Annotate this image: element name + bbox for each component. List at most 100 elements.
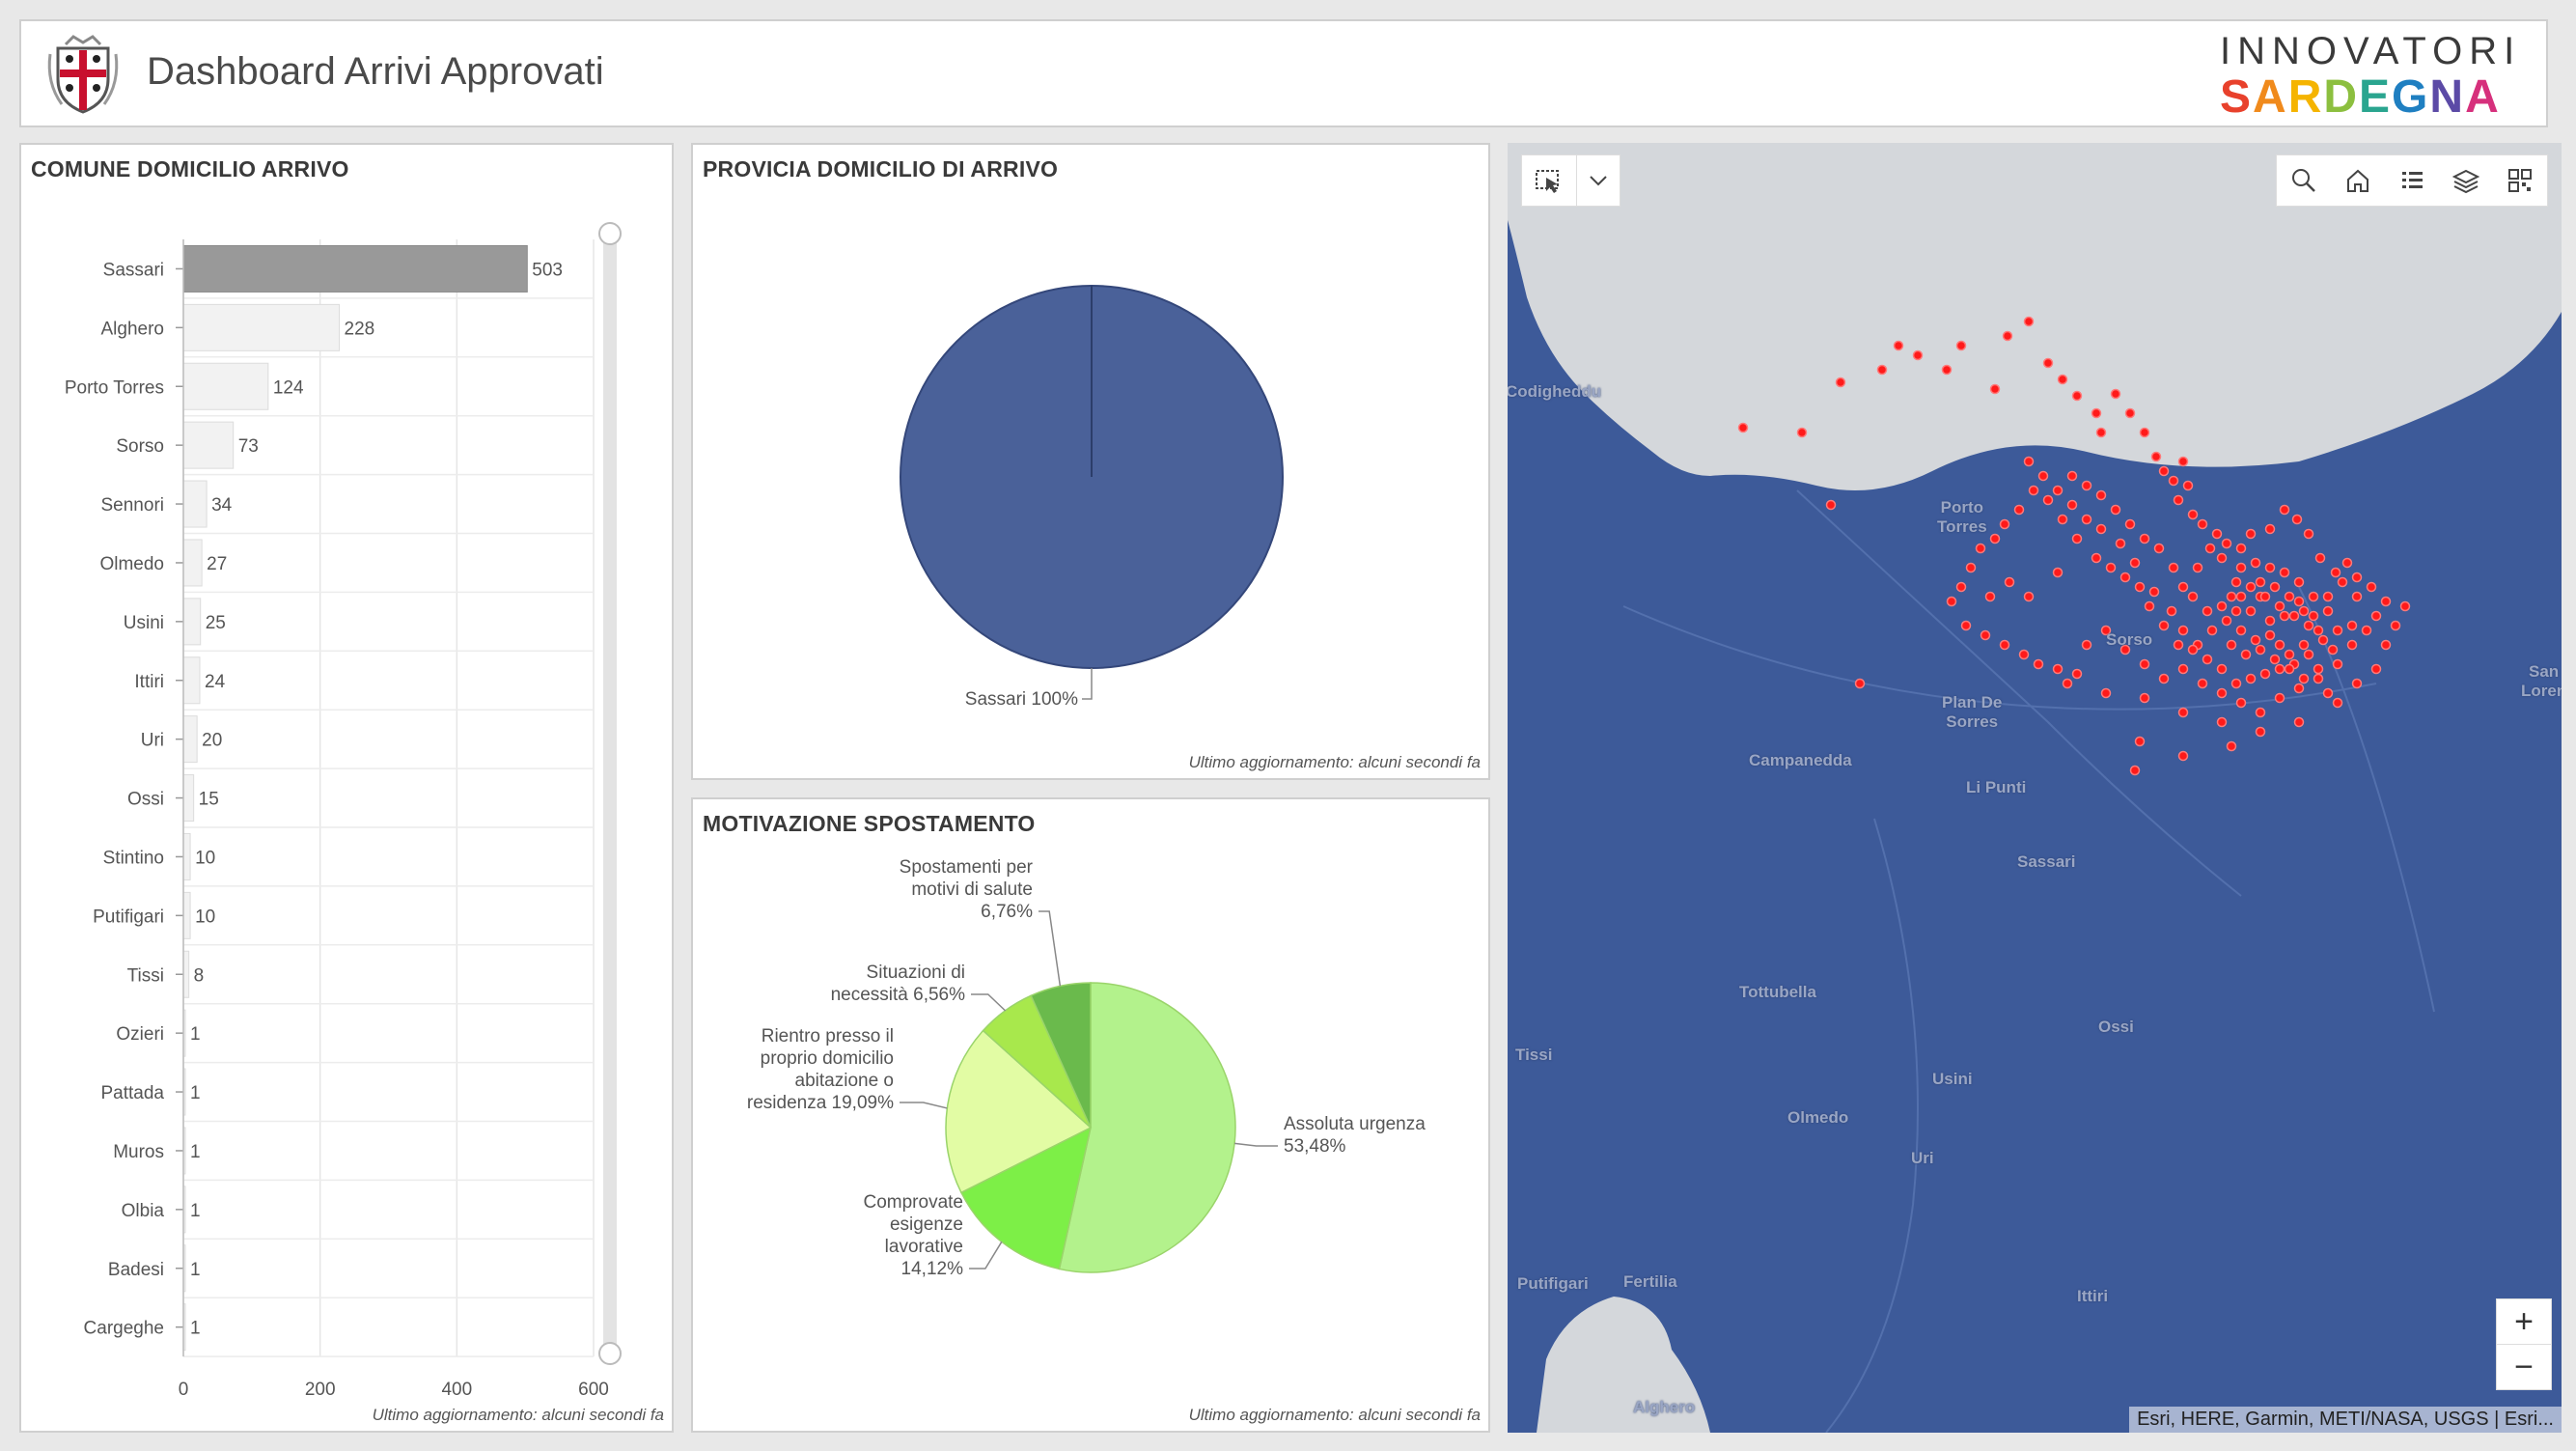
- arrival-point[interactable]: [2187, 644, 2199, 656]
- arrival-point[interactable]: [2298, 605, 2310, 617]
- arrival-point[interactable]: [2298, 639, 2310, 651]
- arrival-point[interactable]: [2071, 390, 2083, 402]
- arrival-point[interactable]: [2177, 625, 2189, 636]
- bar[interactable]: [182, 598, 202, 646]
- scrollbar-handle-top[interactable]: [598, 222, 622, 245]
- arrival-point[interactable]: [2057, 514, 2068, 525]
- arrival-point[interactable]: [2206, 625, 2218, 636]
- bar[interactable]: [182, 774, 195, 823]
- arrival-point[interactable]: [1955, 340, 1967, 351]
- arrival-point[interactable]: [2235, 562, 2247, 573]
- arrival-point[interactable]: [1893, 340, 1904, 351]
- arrival-point[interactable]: [2158, 465, 2170, 477]
- arrival-point[interactable]: [1912, 349, 1924, 361]
- arrival-point[interactable]: [2226, 639, 2237, 651]
- arrival-point[interactable]: [2018, 649, 2030, 660]
- arrival-point[interactable]: [2091, 407, 2102, 419]
- arrival-point[interactable]: [2033, 658, 2044, 670]
- arrival-point[interactable]: [2081, 514, 2092, 525]
- arrival-point[interactable]: [2332, 697, 2343, 709]
- arrival-point[interactable]: [2139, 533, 2150, 544]
- arrival-point[interactable]: [2226, 591, 2237, 602]
- arrival-point[interactable]: [2351, 572, 2363, 583]
- arrival-point[interactable]: [2081, 480, 2092, 491]
- arrival-point[interactable]: [2216, 716, 2228, 728]
- arrival-point[interactable]: [2134, 581, 2146, 593]
- bar[interactable]: [182, 362, 269, 410]
- arrival-point[interactable]: [2004, 576, 2015, 588]
- arrival-point[interactable]: [1955, 581, 1967, 593]
- arrival-point[interactable]: [2269, 581, 2281, 593]
- arrival-point[interactable]: [2139, 427, 2150, 438]
- arrival-point[interactable]: [2124, 518, 2136, 530]
- bar[interactable]: [182, 950, 190, 998]
- arrival-point[interactable]: [2308, 591, 2319, 602]
- arrival-point[interactable]: [2313, 625, 2324, 636]
- arrival-point[interactable]: [2023, 456, 2035, 467]
- arrival-point[interactable]: [2177, 581, 2189, 593]
- arrival-point[interactable]: [2327, 644, 2339, 656]
- scrollbar-handle-bottom[interactable]: [598, 1342, 622, 1365]
- arrival-point[interactable]: [2124, 407, 2136, 419]
- arrival-point[interactable]: [2264, 615, 2276, 627]
- arrival-point[interactable]: [2002, 330, 2013, 342]
- arrival-point[interactable]: [2066, 499, 2078, 511]
- arrival-point[interactable]: [2230, 605, 2242, 617]
- arrival-point[interactable]: [2134, 736, 2146, 747]
- arrival-point[interactable]: [2303, 649, 2314, 660]
- bar[interactable]: [182, 480, 208, 528]
- arrival-point[interactable]: [2264, 523, 2276, 535]
- arrival-point[interactable]: [1796, 427, 1808, 438]
- arrival-point[interactable]: [2173, 494, 2184, 506]
- arrival-point[interactable]: [2150, 451, 2162, 462]
- arrival-point[interactable]: [2255, 644, 2266, 656]
- arrival-point[interactable]: [2042, 357, 2054, 369]
- arrival-point[interactable]: [2052, 567, 2064, 578]
- arrival-point[interactable]: [2100, 625, 2112, 636]
- arrival-point[interactable]: [2129, 765, 2141, 776]
- arrival-point[interactable]: [2230, 678, 2242, 689]
- arrival-point[interactable]: [2173, 639, 2184, 651]
- arrival-point[interactable]: [2216, 552, 2228, 564]
- arrival-point[interactable]: [2322, 605, 2334, 617]
- arrival-point[interactable]: [2313, 673, 2324, 684]
- arrival-point[interactable]: [2293, 716, 2305, 728]
- motivazione-pie-chart[interactable]: Assoluta urgenza 53,48% Comprovate esigenze…: [693, 799, 1490, 1433]
- arrival-point[interactable]: [2091, 552, 2102, 564]
- arrival-point[interactable]: [2255, 576, 2266, 588]
- arrival-point[interactable]: [2095, 523, 2107, 535]
- arrival-point[interactable]: [1825, 499, 1837, 511]
- arrival-point[interactable]: [1960, 620, 1972, 631]
- arrival-point[interactable]: [1984, 591, 1996, 602]
- arrival-point[interactable]: [2274, 692, 2285, 704]
- arrival-point[interactable]: [2351, 591, 2363, 602]
- arrival-point[interactable]: [2303, 620, 2314, 631]
- legend-button[interactable]: [2385, 155, 2439, 206]
- home-button[interactable]: [2331, 155, 2385, 206]
- zoom-out-button[interactable]: −: [2497, 1344, 2551, 1389]
- arrival-point[interactable]: [2216, 600, 2228, 612]
- arrival-point[interactable]: [2255, 707, 2266, 718]
- map-attribution[interactable]: Esri, HERE, Garmin, METI/NASA, USGS | Es…: [2129, 1407, 2562, 1433]
- arrival-point[interactable]: [2153, 543, 2165, 554]
- arrival-point[interactable]: [2057, 374, 2068, 385]
- arrival-point[interactable]: [2279, 610, 2290, 622]
- arrival-point[interactable]: [2317, 634, 2329, 646]
- arrival-point[interactable]: [2245, 605, 2257, 617]
- arrival-point[interactable]: [2071, 668, 2083, 680]
- arrival-point[interactable]: [2168, 475, 2179, 487]
- arrival-point[interactable]: [2187, 591, 2199, 602]
- bar[interactable]: [182, 891, 191, 939]
- arrival-point[interactable]: [2177, 750, 2189, 762]
- arrival-point[interactable]: [2197, 518, 2208, 530]
- map-view[interactable]: Porto Torres Plan De Sorres Campanedda Li Pun…: [1508, 143, 2562, 1433]
- bar[interactable]: [182, 244, 528, 293]
- arrival-point[interactable]: [2274, 663, 2285, 675]
- arrival-point[interactable]: [2245, 673, 2257, 684]
- arrival-point[interactable]: [2298, 673, 2310, 684]
- arrival-point[interactable]: [1965, 562, 1977, 573]
- arrival-point[interactable]: [2337, 576, 2348, 588]
- arrival-point[interactable]: [2071, 533, 2083, 544]
- bar[interactable]: [182, 715, 198, 764]
- arrival-point[interactable]: [2250, 634, 2261, 646]
